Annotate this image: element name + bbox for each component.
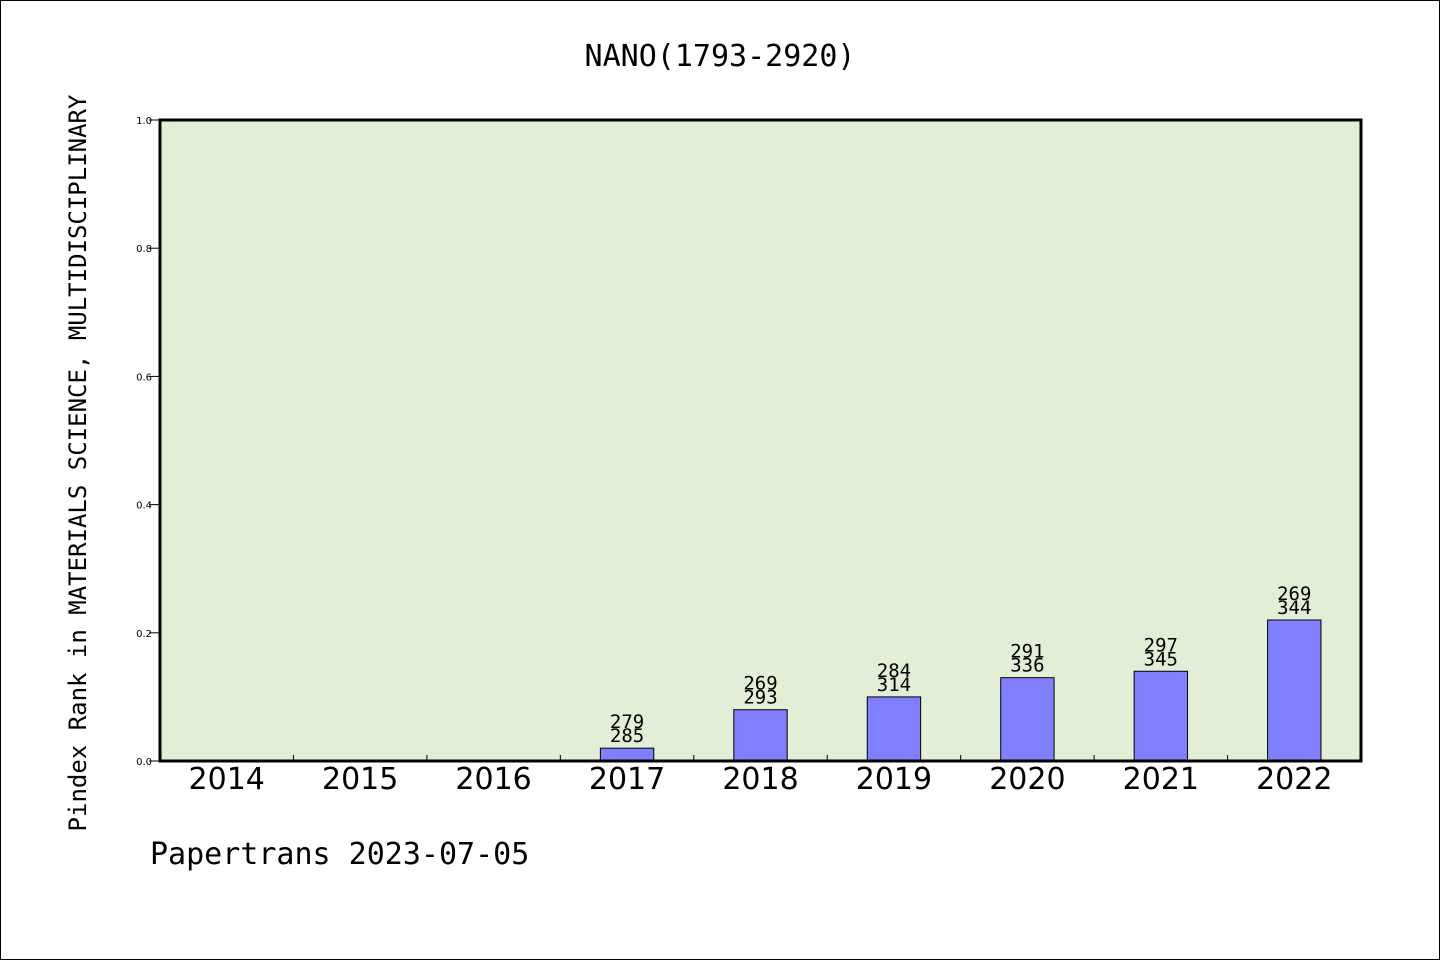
y-tick-label: 0.2 (136, 629, 152, 640)
bar-label-bottom: 285 (610, 725, 644, 747)
bar (599, 747, 655, 762)
x-tick-label: 2018 (722, 762, 798, 797)
bar-label-top: 269 (743, 673, 777, 695)
x-tick-label: 2019 (856, 762, 932, 797)
x-tick-label: 2016 (455, 762, 531, 797)
x-tick-label: 2017 (589, 762, 665, 797)
bar-label-bottom: 293 (743, 687, 777, 709)
bar (1133, 670, 1189, 762)
bar (866, 696, 922, 762)
bar-label-bottom: 344 (1277, 597, 1311, 619)
bar (733, 709, 788, 762)
bars (599, 619, 1322, 762)
bar-label-bottom: 314 (877, 674, 911, 696)
y-tick-label: 0.8 (136, 244, 152, 255)
y-axis: 0.0 0.2 0.4 0.6 0.8 1.0 (136, 116, 160, 768)
plot-area (160, 120, 1361, 761)
chart-title: NANO(1793-2920) (585, 39, 856, 74)
bar (1267, 619, 1322, 762)
x-tick-label: 2020 (989, 762, 1065, 797)
bar-label-top: 279 (610, 711, 644, 733)
x-tick-label: 2021 (1123, 762, 1199, 797)
bar (1000, 677, 1055, 762)
x-tick-label: 2022 (1256, 762, 1332, 797)
y-tick-label: 0.6 (136, 372, 152, 383)
bar-label-top: 269 (1277, 583, 1311, 605)
y-axis-label: Pindex Rank in MATERIALS SCIENCE, MULTID… (64, 94, 92, 831)
y-tick-label: 1.0 (136, 116, 152, 127)
y-tick-label: 0.4 (136, 501, 152, 512)
bar-label-top: 291 (1010, 641, 1044, 663)
x-tick-label: 2014 (189, 762, 265, 797)
bar-label-bottom: 345 (1144, 648, 1178, 670)
x-axis: 2014 2015 2016 2017 2018 2019 2020 2021 2022 (189, 755, 1332, 797)
bar-label-top: 284 (877, 660, 911, 682)
y-tick-label: 0.0 (136, 757, 152, 768)
plot-border (158, 118, 1363, 763)
x-tick-label: 2015 (322, 762, 398, 797)
footer-text: Papertrans 2023-07-05 (150, 837, 529, 872)
bar-label-top: 297 (1144, 634, 1178, 656)
bar-label-bottom: 336 (1010, 655, 1044, 677)
